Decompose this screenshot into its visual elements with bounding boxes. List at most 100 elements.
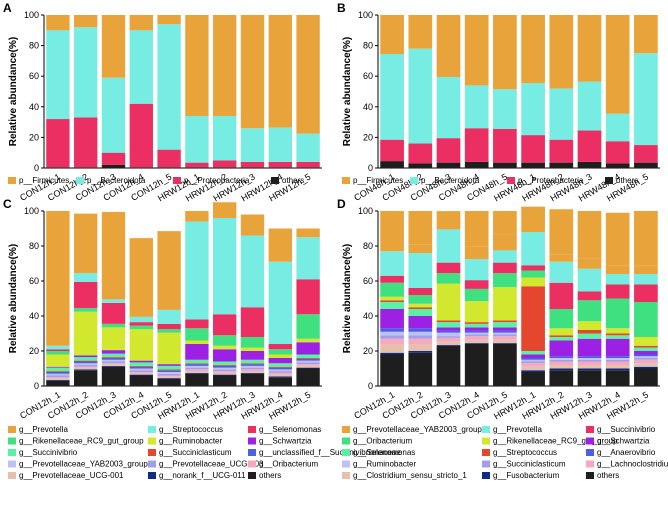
bar-segment (380, 309, 404, 329)
bar-segment (213, 365, 237, 368)
bar-segment (521, 286, 545, 351)
bar-segment (157, 167, 181, 168)
y-tick-label: 0 (368, 163, 373, 173)
bar-segment (605, 163, 630, 168)
bar-segment (46, 367, 70, 372)
bar-segment (549, 370, 574, 386)
bar-segment (577, 321, 602, 330)
bar-segment (634, 358, 658, 360)
bar-segment (157, 365, 181, 370)
bar-segment (157, 329, 181, 333)
bar-segment (605, 358, 630, 360)
bar-segment (268, 366, 292, 368)
bar-segment (605, 333, 630, 336)
bar-segment (521, 277, 545, 287)
bar-segment (296, 364, 320, 366)
bar-segment (634, 351, 658, 355)
legend-label: g__Oribacterium (259, 460, 318, 469)
bar-segment (296, 133, 320, 162)
bar-segment (101, 366, 126, 386)
panel-label: B (337, 1, 346, 15)
bar-segment (493, 334, 517, 337)
bar-segment (74, 357, 98, 361)
bar-segment (605, 15, 630, 114)
bar-segment (380, 331, 404, 336)
bar-segment (436, 336, 461, 338)
legend-swatch (586, 449, 594, 456)
legend-swatch (248, 472, 256, 479)
bar-segment (296, 342, 320, 355)
y-tick-label: 20 (29, 346, 39, 356)
legend-swatch (8, 437, 16, 445)
bar-segment (101, 358, 126, 360)
bar-segment (101, 152, 126, 165)
bar-segment (296, 279, 320, 315)
bar-segment (129, 374, 153, 376)
bar-segment (464, 280, 489, 289)
bar-segment (101, 77, 126, 153)
bar-segment (296, 167, 320, 168)
legend-swatch (605, 177, 613, 184)
legend-swatch (482, 472, 490, 479)
y-tick-label: 60 (363, 71, 373, 81)
bar-segment (464, 327, 489, 331)
bar-segment (74, 311, 98, 356)
legend-swatch (148, 426, 156, 433)
bar-segment (268, 377, 292, 386)
bar-segment (296, 338, 320, 343)
bar-segment (408, 351, 433, 353)
bar-segment (157, 372, 181, 374)
bar-segment (577, 361, 602, 365)
bar-segment (436, 229, 461, 263)
y-tick-label: 0 (368, 381, 373, 391)
bar-segment (634, 359, 658, 364)
bar-segment (296, 237, 320, 280)
legend-label: g__Selenomonas (259, 425, 321, 434)
bar-segment (240, 214, 265, 236)
bar-segment (129, 370, 153, 372)
bar-segment (408, 15, 433, 49)
bar-segment (380, 282, 404, 297)
bar-segment (213, 115, 237, 161)
bar-segment (157, 309, 181, 324)
bar-segment (240, 167, 265, 168)
bar-segment (549, 139, 574, 163)
bar-segment (380, 335, 404, 339)
bar-segment (634, 356, 658, 358)
bar-segment (213, 314, 237, 336)
bar-segment (129, 366, 153, 369)
bar-segment (493, 211, 517, 235)
legend-swatch (8, 449, 16, 456)
legend-swatch (8, 472, 16, 479)
legend-label: g__Schwartzia (597, 437, 650, 446)
y-tick-label: 40 (363, 102, 373, 112)
bar-segment (408, 335, 433, 339)
bar-segment (577, 359, 602, 362)
bar-segment (605, 265, 630, 274)
bar-segment (408, 163, 433, 168)
bar-segment (129, 167, 153, 168)
y-tick-label: 40 (29, 311, 39, 321)
bar-segment (605, 368, 630, 371)
bar-segment (213, 365, 237, 366)
bar-segment (634, 347, 658, 351)
bar-segment (549, 358, 574, 360)
legend-swatch (248, 460, 256, 468)
bar-segment (74, 361, 98, 364)
bar-segment (634, 354, 658, 357)
bar-segment (634, 265, 658, 274)
bar-segment (521, 363, 545, 367)
bar-segment (268, 228, 292, 262)
bar-segment (296, 367, 320, 369)
bar-segment (74, 360, 98, 362)
bar-segment (240, 364, 265, 366)
bar-segment (577, 300, 602, 322)
bar-segment (577, 333, 602, 339)
bar-segment (185, 15, 209, 116)
bar-segment (213, 375, 237, 386)
bar-segment (213, 160, 237, 168)
legend-label: g__Clostridium_sensu_stricto_1 (353, 471, 467, 480)
bar-segment (408, 328, 433, 332)
